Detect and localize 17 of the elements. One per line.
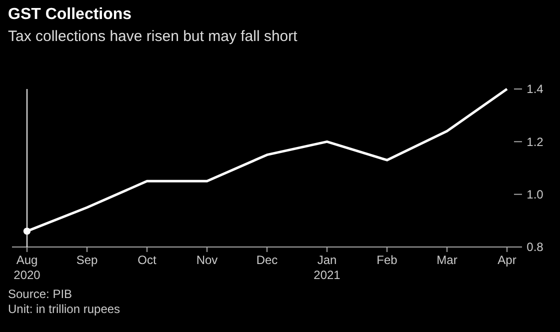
y-tick-label: 1.2 <box>526 134 544 149</box>
x-tick-label: Apr <box>498 253 516 267</box>
chart-title: GST Collections <box>8 6 132 23</box>
y-tick-label: 1.4 <box>526 82 544 96</box>
y-tick-label: 0.8 <box>526 240 544 254</box>
x-tick-label: Aug 2020 <box>14 253 41 282</box>
x-tick-label: Mar <box>436 253 458 267</box>
x-tick-label: Feb <box>376 253 398 267</box>
y-tick-label: 1.0 <box>526 188 544 202</box>
x-tick-label: Dec <box>256 253 278 267</box>
x-tick-label: Oct <box>138 253 157 267</box>
x-tick-label: Sep <box>76 253 98 267</box>
x-tick-label: Nov <box>196 253 218 267</box>
chart-subtitle: Tax collections have risen but may fall short <box>8 28 298 45</box>
text: Unit: in trillion rupees <box>8 302 120 316</box>
x-tick-label: Jan 2021 <box>314 253 341 282</box>
source-note: Source: PIB <box>8 287 72 301</box>
